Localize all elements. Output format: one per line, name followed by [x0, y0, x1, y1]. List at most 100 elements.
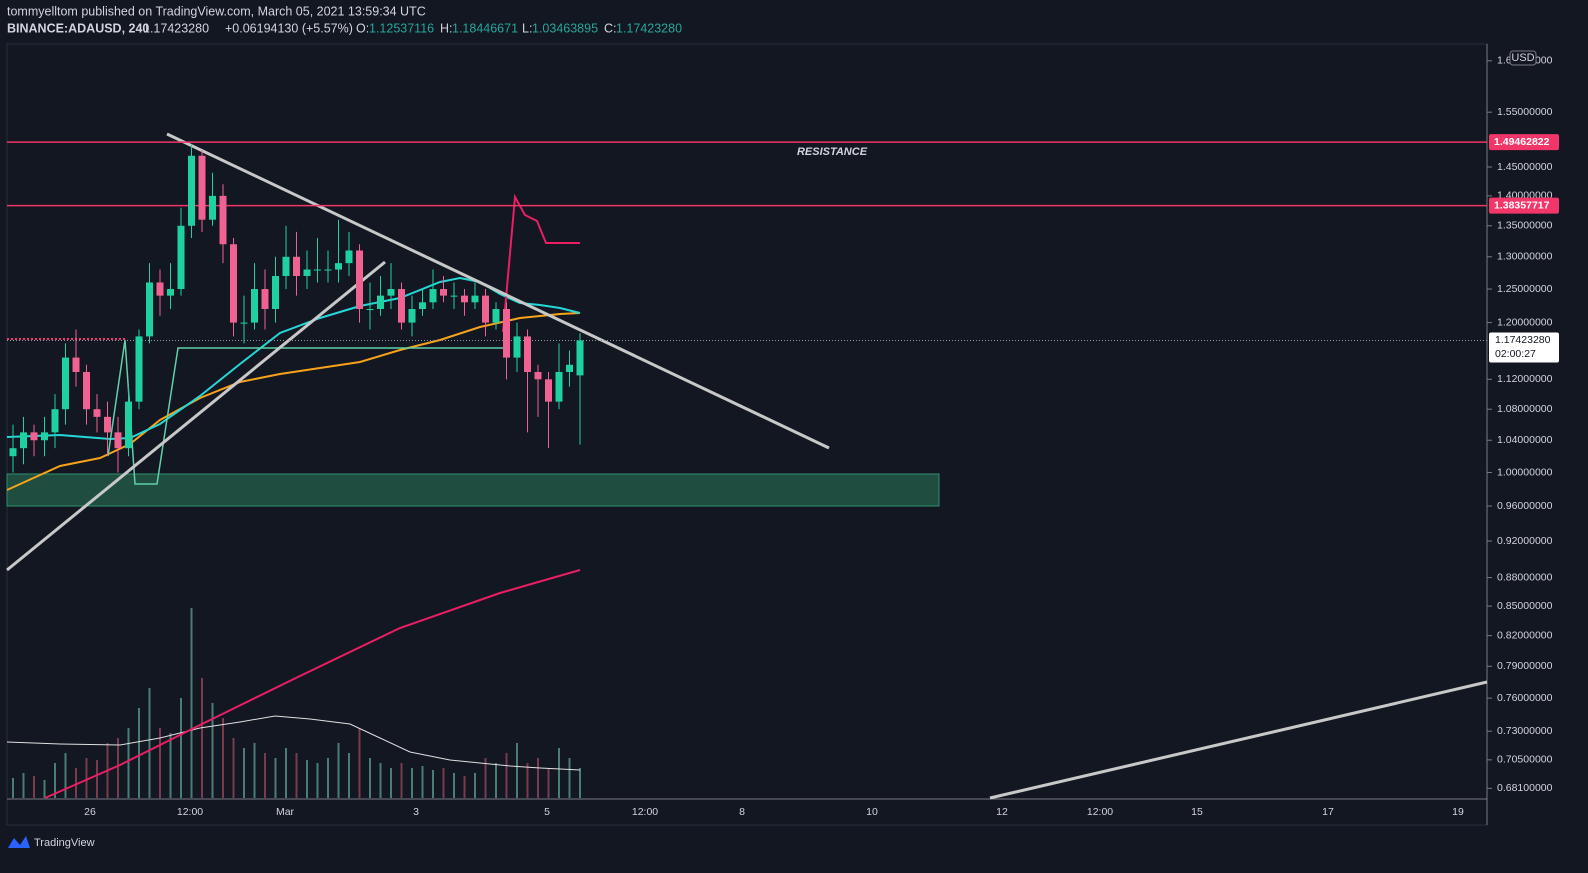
candle-body — [324, 269, 332, 271]
volume-bar — [243, 748, 245, 798]
published-line: tommyelltom published on TradingView.com… — [7, 4, 426, 18]
change: +0.06194130 (+5.57%) — [225, 21, 353, 35]
volume-bar — [75, 768, 77, 798]
x-tick-label: 26 — [84, 806, 96, 818]
candle-body — [30, 432, 38, 441]
volume-bar — [568, 758, 571, 798]
candle-body — [314, 269, 321, 271]
y-tick-label: 0.68100000 — [1497, 782, 1553, 794]
candle-body — [41, 432, 48, 441]
x-tick-label: 15 — [1191, 806, 1203, 818]
volume-bar — [12, 778, 14, 798]
candle-body — [230, 244, 237, 323]
volume-bar — [190, 608, 193, 798]
pink-peak-line — [502, 193, 580, 333]
y-tick-label: 0.82000000 — [1497, 629, 1553, 641]
volume-bar — [537, 758, 539, 798]
candle-body — [450, 295, 458, 297]
candle-body — [576, 340, 584, 376]
volume-bar — [96, 760, 98, 798]
candle-body — [51, 409, 59, 433]
candle-body — [440, 289, 447, 296]
currency: USD — [1511, 52, 1534, 64]
candle-body — [125, 401, 132, 449]
y-tick-label: 0.96000000 — [1497, 500, 1553, 512]
candle-body — [146, 282, 153, 337]
y-tick-label: 1.20000000 — [1497, 316, 1553, 328]
green-step-line — [107, 339, 505, 485]
candle-body — [114, 432, 122, 449]
y-tick-label: 1.55000000 — [1497, 106, 1553, 118]
volume-bar — [558, 748, 560, 798]
y-tick-label: 0.85000000 — [1497, 600, 1553, 612]
low-value: 1.03463895 — [532, 21, 598, 35]
y-tick-label: 0.79000000 — [1497, 660, 1553, 672]
volume-bar — [22, 773, 25, 798]
volume-bar — [33, 776, 35, 798]
volume-bar — [463, 776, 466, 798]
volume-bar — [400, 763, 403, 798]
volume-bar — [201, 678, 203, 798]
orange-ma — [6, 312, 581, 491]
candle-body — [503, 309, 510, 358]
down-trendline — [166, 132, 830, 450]
volume-bar — [358, 728, 361, 798]
volume-bar — [253, 743, 256, 798]
up-trendline — [6, 260, 386, 572]
volume-bar — [180, 698, 182, 798]
candle-body — [545, 379, 552, 402]
candle-body — [293, 256, 300, 276]
future-trendline — [989, 680, 1488, 800]
volume-bar — [579, 768, 581, 798]
open-value: 1.12537116 — [369, 21, 434, 35]
y-tick-label: 1.45000000 — [1497, 161, 1553, 173]
annotation: RESISTANCE — [797, 146, 868, 158]
volume-bar — [264, 753, 266, 798]
candle-body — [408, 309, 416, 323]
y-tick-label: 0.92000000 — [1497, 535, 1553, 547]
x-tick-label: 12 — [996, 806, 1008, 818]
volume-bar — [516, 743, 518, 798]
volume-bar — [327, 758, 329, 798]
volume-bar — [369, 758, 371, 798]
volume-bar — [117, 738, 119, 798]
volume-bar — [169, 733, 172, 798]
candle-body — [261, 289, 269, 310]
candle-body — [209, 195, 216, 220]
level-badge — [1489, 197, 1559, 214]
volume-bar — [316, 763, 319, 798]
level-badge — [1489, 134, 1559, 151]
volume-bar — [148, 688, 151, 798]
y-tick-label: 0.88000000 — [1497, 571, 1553, 583]
volume-bar — [421, 766, 424, 798]
close-value: 1.17423280 — [616, 21, 682, 35]
x-tick-label: 3 — [413, 806, 419, 818]
plot-layer: 1.650000001.550000001.450000001.40000000… — [7, 50, 1559, 818]
x-tick-label: 8 — [739, 806, 745, 818]
candle-body — [492, 309, 500, 323]
candle-body — [135, 336, 143, 402]
candle-body — [20, 432, 27, 449]
volume-bar — [495, 763, 497, 798]
candle-body — [83, 372, 90, 410]
candle-body — [555, 372, 563, 402]
candle-body — [72, 357, 80, 373]
candle-body — [461, 295, 468, 303]
volume-bar — [547, 768, 550, 798]
volume-bar — [295, 753, 298, 798]
volume-bar — [138, 708, 140, 798]
volume-bar — [306, 760, 308, 798]
candle-body — [366, 309, 374, 311]
x-tick-label: 12:00 — [177, 806, 203, 818]
volume-bar — [274, 758, 277, 798]
countdown: 02:00:27 — [1495, 348, 1536, 360]
current-price-badge — [1489, 332, 1559, 363]
y-tick-label: 0.73000000 — [1497, 725, 1553, 737]
candle-body — [566, 364, 573, 373]
y-tick-label: 1.25000000 — [1497, 283, 1553, 295]
candle-body — [345, 250, 353, 264]
support-zone — [6, 473, 940, 507]
candle-body — [513, 336, 521, 358]
volume-bar — [232, 738, 235, 798]
volume-bar — [127, 728, 130, 798]
